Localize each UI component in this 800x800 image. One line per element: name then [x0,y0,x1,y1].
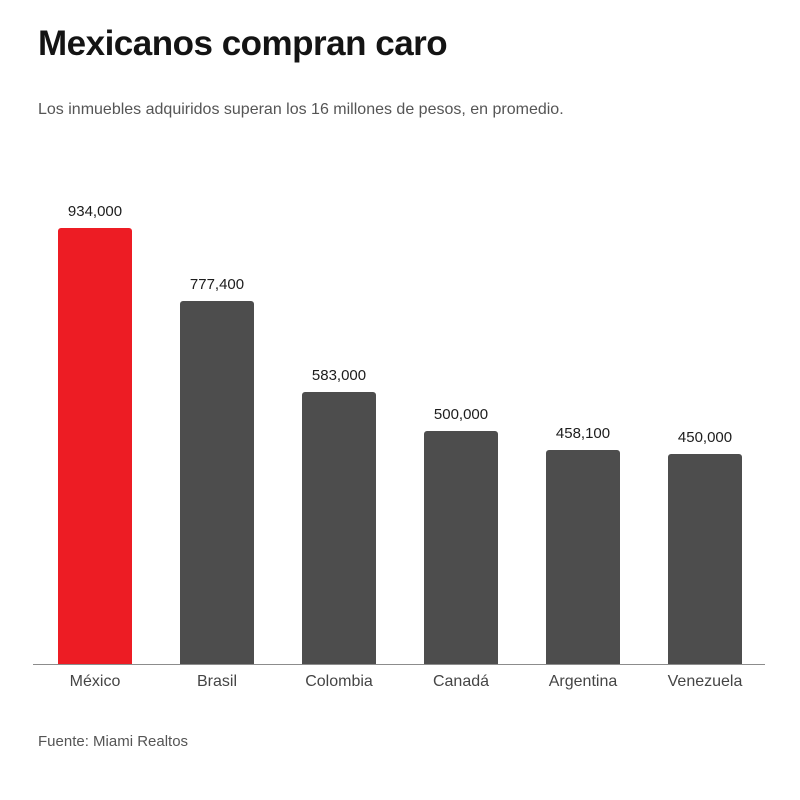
bar-category-label-colombia: Colombia [305,673,373,690]
bar-category-label-venezuela: Venezuela [667,673,743,690]
bar-value-label-colombia: 583,000 [311,367,367,384]
bar-canada [424,431,498,664]
page-title: Mexicanos compran caro [38,24,448,63]
bar-value-label-mexico: 934,000 [67,203,123,220]
bar-category-label-brasil: Brasil [196,673,237,690]
source-note: Fuente: Miami Realtos [38,733,189,750]
bar-value-label-canada: 500,000 [433,406,489,423]
bar-category-label-mexico: México [69,673,121,690]
bar-venezuela [668,454,742,664]
bar-mexico [58,228,132,664]
bar-brasil [180,301,254,664]
bar-category-label-argentina: Argentina [548,673,618,690]
bar-category-label-canada: Canadá [432,673,490,690]
page-subtitle: Los inmuebles adquiridos superan los 16 … [38,101,564,118]
bar-colombia [302,392,376,664]
bar-value-label-brasil: 777,400 [189,276,245,293]
bar-value-label-argentina: 458,100 [555,425,611,442]
chart-plot-area: 934,000 México 777,400 Brasil 583,000 Colombi… [33,200,765,690]
bar-argentina [546,450,620,664]
x-axis-line [33,664,765,665]
bar-value-label-venezuela: 450,000 [677,429,733,446]
